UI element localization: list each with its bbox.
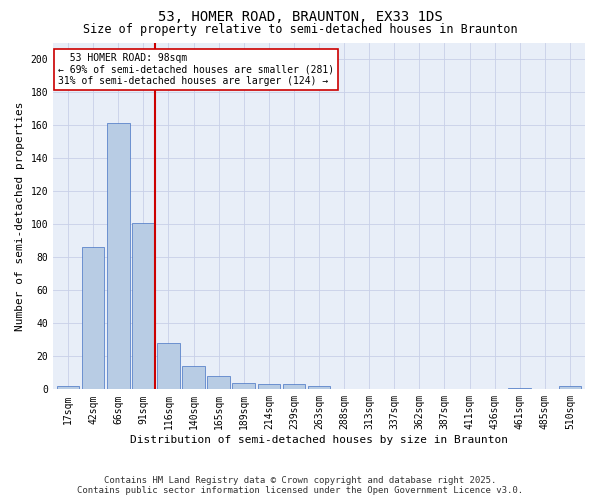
Bar: [208, 376, 230, 390]
Text: 53, HOMER ROAD, BRAUNTON, EX33 1DS: 53, HOMER ROAD, BRAUNTON, EX33 1DS: [158, 10, 442, 24]
Bar: [283, 384, 305, 390]
Bar: [508, 388, 531, 390]
Text: 53 HOMER ROAD: 98sqm
← 69% of semi-detached houses are smaller (281)
31% of semi: 53 HOMER ROAD: 98sqm ← 69% of semi-detac…: [58, 53, 334, 86]
Bar: [157, 343, 180, 390]
Bar: [559, 386, 581, 390]
Bar: [57, 386, 79, 390]
Bar: [257, 384, 280, 390]
X-axis label: Distribution of semi-detached houses by size in Braunton: Distribution of semi-detached houses by …: [130, 435, 508, 445]
Bar: [107, 124, 130, 390]
Y-axis label: Number of semi-detached properties: Number of semi-detached properties: [15, 101, 25, 330]
Text: Contains HM Land Registry data © Crown copyright and database right 2025.
Contai: Contains HM Land Registry data © Crown c…: [77, 476, 523, 495]
Bar: [82, 248, 104, 390]
Bar: [308, 386, 331, 390]
Bar: [182, 366, 205, 390]
Bar: [232, 382, 255, 390]
Text: Size of property relative to semi-detached houses in Braunton: Size of property relative to semi-detach…: [83, 22, 517, 36]
Bar: [132, 222, 155, 390]
